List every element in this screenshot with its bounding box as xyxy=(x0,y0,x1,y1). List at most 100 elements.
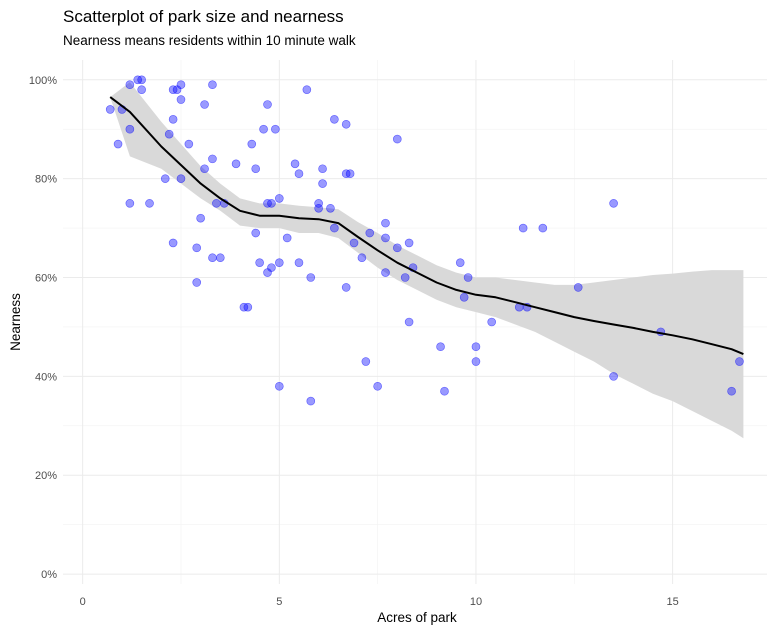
data-point xyxy=(113,139,123,149)
data-point xyxy=(176,80,186,90)
data-point xyxy=(196,213,205,223)
data-point xyxy=(259,124,268,134)
data-point xyxy=(373,381,382,391)
data-point xyxy=(212,199,221,208)
data-point xyxy=(267,263,276,272)
data-point xyxy=(393,243,402,253)
data-point xyxy=(105,105,115,114)
data-point xyxy=(294,169,304,178)
data-point xyxy=(393,134,402,144)
point-layer xyxy=(105,75,744,406)
data-point xyxy=(164,129,174,139)
y-tick-label: 0% xyxy=(41,569,57,581)
data-point xyxy=(404,317,414,327)
data-point xyxy=(314,204,323,213)
x-axis-title: Acres of park xyxy=(377,610,457,625)
data-point xyxy=(208,154,217,164)
data-point xyxy=(267,199,276,208)
data-point xyxy=(573,283,583,292)
confidence-band xyxy=(110,82,744,439)
data-point xyxy=(361,357,371,366)
data-point xyxy=(125,80,135,90)
data-point xyxy=(381,218,390,228)
data-point xyxy=(609,199,618,208)
data-point xyxy=(263,100,272,109)
data-point xyxy=(282,233,292,243)
data-point xyxy=(176,95,186,104)
y-tick-label: 60% xyxy=(35,273,57,285)
y-tick-label: 80% xyxy=(35,174,57,186)
x-tick-label: 5 xyxy=(276,596,282,608)
data-point xyxy=(314,199,323,208)
data-point xyxy=(200,100,209,109)
data-point xyxy=(216,253,225,263)
data-point xyxy=(137,75,146,85)
data-point xyxy=(357,253,367,263)
data-point xyxy=(200,164,209,174)
grid-layer xyxy=(63,60,767,584)
data-point xyxy=(192,243,202,253)
data-point xyxy=(294,258,304,267)
data-point xyxy=(208,80,217,90)
data-point xyxy=(243,302,253,312)
data-point xyxy=(326,204,335,213)
data-point xyxy=(330,223,339,233)
data-point xyxy=(365,228,375,238)
data-point xyxy=(275,381,284,391)
x-tick-label: 0 xyxy=(80,596,86,608)
y-tick-label: 40% xyxy=(35,371,57,383)
y-tick-label: 100% xyxy=(29,75,57,87)
data-point xyxy=(341,119,351,129)
x-tick-label: 10 xyxy=(470,596,482,608)
y-axis-title: Nearness xyxy=(8,293,23,351)
data-point xyxy=(518,223,528,233)
data-point xyxy=(463,273,473,282)
data-point xyxy=(487,317,496,327)
data-point xyxy=(137,85,146,94)
data-point xyxy=(381,233,390,243)
data-point xyxy=(400,273,410,282)
data-point xyxy=(609,372,618,381)
data-point xyxy=(125,199,135,208)
data-point xyxy=(306,273,316,282)
data-point xyxy=(208,253,217,263)
data-point xyxy=(330,115,339,124)
data-point xyxy=(735,357,744,366)
data-point xyxy=(440,386,449,396)
data-point xyxy=(318,179,327,188)
data-point xyxy=(349,238,359,248)
data-point xyxy=(459,292,469,302)
data-point xyxy=(727,386,736,396)
data-point xyxy=(381,268,390,277)
data-point xyxy=(302,85,312,94)
data-point xyxy=(538,223,548,233)
tick-label-layer: 0 5 10 15 0% 20% 40% 60% 80% 100% xyxy=(29,75,679,608)
chart-title: Scatterplot of park size and nearness xyxy=(63,7,344,26)
data-point xyxy=(231,159,241,169)
x-tick-label: 15 xyxy=(666,596,678,608)
data-point xyxy=(455,258,465,267)
data-point xyxy=(160,174,170,183)
smooth-line xyxy=(109,96,744,356)
data-point xyxy=(192,278,202,287)
data-point xyxy=(436,342,445,352)
data-point xyxy=(255,258,264,267)
data-point xyxy=(247,139,257,149)
data-point xyxy=(184,139,194,149)
data-point xyxy=(275,194,284,203)
data-point xyxy=(471,342,481,352)
confidence-band-layer xyxy=(110,82,744,439)
data-point xyxy=(404,238,414,248)
data-point xyxy=(306,396,316,406)
data-point xyxy=(176,174,186,183)
data-point xyxy=(145,199,154,208)
data-point xyxy=(168,238,178,248)
data-point xyxy=(125,124,135,134)
data-point xyxy=(275,258,284,267)
data-point xyxy=(341,283,351,292)
data-point xyxy=(471,357,481,366)
data-point xyxy=(251,228,261,238)
chart-subtitle: Nearness means residents within 10 minut… xyxy=(63,33,356,48)
y-tick-label: 20% xyxy=(35,470,57,482)
